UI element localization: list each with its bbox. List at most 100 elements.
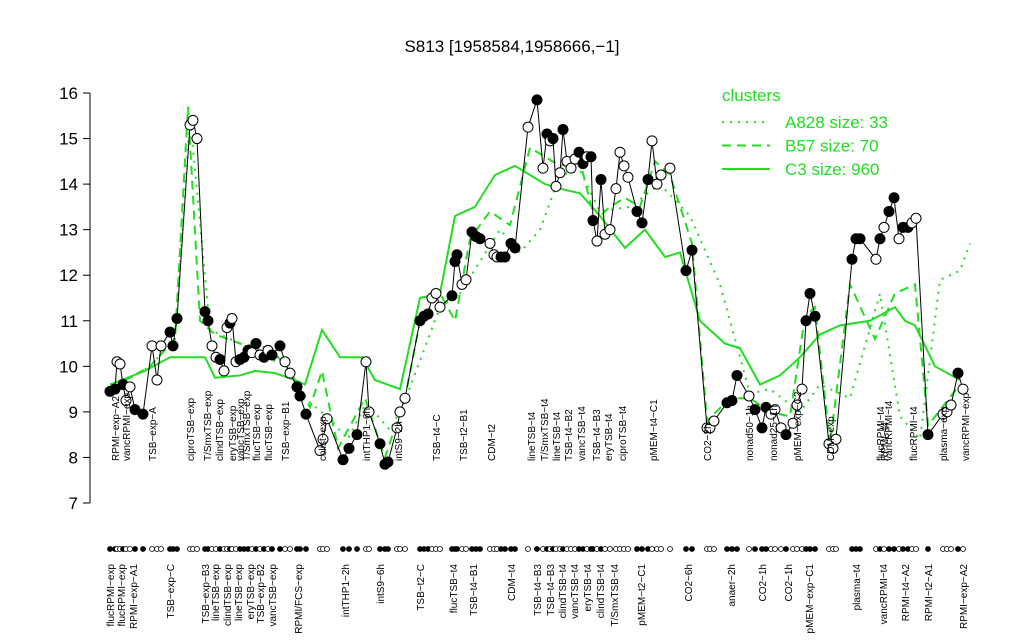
rug-point xyxy=(463,546,469,552)
y-tick-label: 13 xyxy=(59,221,78,240)
rug-point xyxy=(625,546,631,552)
point xyxy=(360,356,372,368)
x-label: pMEM−t4−C1 xyxy=(649,399,660,461)
point xyxy=(846,253,858,265)
point xyxy=(391,422,403,434)
point xyxy=(474,233,486,245)
x-label: RPMI−t4−A2 xyxy=(901,564,912,622)
point xyxy=(547,133,559,145)
x-label: flucTSB−exp xyxy=(264,404,275,461)
rug-point xyxy=(525,546,531,552)
rug-point xyxy=(607,546,613,552)
rug-point xyxy=(502,546,508,552)
point xyxy=(743,390,755,402)
x-label: vancRPMI−t4 xyxy=(879,564,890,625)
x-label: CO2−6h xyxy=(684,564,695,602)
rug-point xyxy=(602,546,608,552)
rug-point xyxy=(402,546,408,552)
point xyxy=(804,287,816,299)
point xyxy=(830,433,842,445)
rug-point xyxy=(282,546,288,552)
rug-point xyxy=(729,546,735,552)
x-label: clindTSB−t4 xyxy=(558,564,569,619)
x-label: TSB−exp−B1 xyxy=(281,401,292,461)
point xyxy=(124,381,136,393)
point xyxy=(155,340,167,352)
point xyxy=(374,438,386,450)
x-label: colist−exp xyxy=(318,416,329,461)
x-label: pMEM−exp−C2 xyxy=(793,391,804,461)
point xyxy=(791,399,803,411)
point xyxy=(522,121,534,133)
point xyxy=(151,374,163,386)
x-label: ciproTSB−t4 xyxy=(618,405,629,461)
legend-label: C3 size: 960 xyxy=(785,160,880,179)
point xyxy=(614,146,626,158)
point xyxy=(422,308,434,320)
rug-point xyxy=(763,546,769,552)
x-label: T/SmxTSB−exp xyxy=(242,390,253,461)
point xyxy=(680,265,692,277)
rug-point xyxy=(269,546,275,552)
rug-point xyxy=(287,546,293,552)
point xyxy=(337,454,349,466)
point xyxy=(321,413,333,425)
rug-point xyxy=(366,546,372,552)
point xyxy=(664,162,676,174)
cluster-line xyxy=(109,115,971,442)
x-label: eryTSB−exp xyxy=(246,564,257,620)
rug-point xyxy=(174,546,180,552)
x-label: pMEM−t2−C1 xyxy=(637,564,648,626)
rug-point xyxy=(857,546,863,552)
point xyxy=(585,151,597,163)
point xyxy=(509,242,521,254)
point xyxy=(726,395,738,406)
x-label: vancTSB−exp xyxy=(236,398,247,461)
point xyxy=(164,326,176,338)
y-tick-label: 14 xyxy=(59,175,78,194)
x-label: TSB−exp−C xyxy=(166,564,177,618)
x-label: TSB−t4−B1 xyxy=(469,564,480,616)
point xyxy=(878,221,890,233)
x-label: clindTSB−exp xyxy=(223,564,234,626)
y-tick-label: 7 xyxy=(69,494,78,513)
rug-point xyxy=(324,546,330,552)
rug-point xyxy=(140,546,146,552)
rug-point xyxy=(297,546,303,552)
y-tick-label: 15 xyxy=(59,130,78,149)
x-label: vancTSB−t4 xyxy=(577,406,588,461)
x-label: TSB−t4−B3 xyxy=(592,409,603,461)
point xyxy=(888,192,900,204)
rug-point xyxy=(667,546,673,552)
point xyxy=(484,237,496,249)
x-label: flucRPMI−t4 xyxy=(909,406,920,461)
rug-point xyxy=(303,546,309,552)
x-label: RPMI/FCS−exp xyxy=(294,564,305,634)
rug-point xyxy=(794,546,800,552)
rug-point xyxy=(107,546,113,552)
rug-point xyxy=(925,546,931,552)
point xyxy=(756,422,768,434)
point xyxy=(910,212,922,224)
rug-point xyxy=(277,546,283,552)
point xyxy=(499,251,511,263)
y-tick-label: 11 xyxy=(60,312,78,331)
x-label: flucRPMI−exp xyxy=(106,564,117,627)
point xyxy=(646,135,658,147)
point xyxy=(317,433,329,445)
point xyxy=(451,249,463,261)
point xyxy=(636,217,648,229)
rug-point xyxy=(783,546,789,552)
x-label: flucRPMI−t4 xyxy=(876,406,887,461)
point xyxy=(796,383,808,395)
point xyxy=(565,162,577,174)
point xyxy=(394,406,406,418)
point xyxy=(591,235,603,247)
x-label: flucTSB−exp xyxy=(252,404,263,461)
point xyxy=(957,383,969,395)
rug-point xyxy=(127,546,133,552)
point xyxy=(250,338,262,350)
point xyxy=(351,429,363,441)
x-label: eryTSB−exp xyxy=(228,405,239,461)
